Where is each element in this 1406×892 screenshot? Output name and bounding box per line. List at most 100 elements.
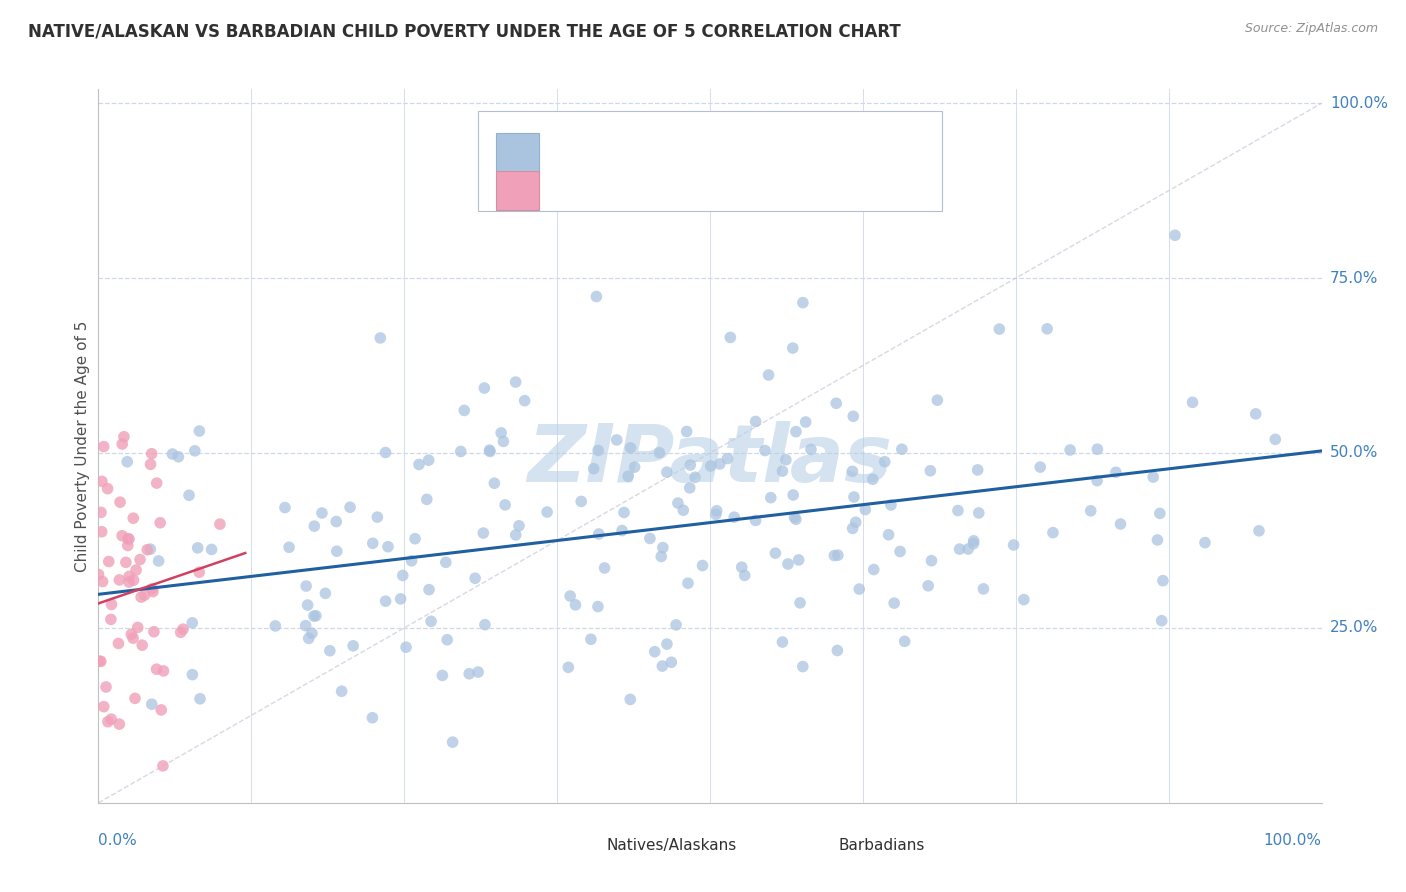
Point (704, 508, 727, 522)
Point (188, 691, 211, 706)
Point (1080, 504, 1102, 518)
Point (118, 532, 141, 546)
Point (966, 463, 988, 477)
Text: Natives/Alaskans: Natives/Alaskans (606, 838, 737, 853)
Point (505, 375, 527, 389)
Text: ZIPatlas: ZIPatlas (527, 421, 893, 500)
Point (377, 540, 399, 554)
Point (145, 662, 167, 676)
Point (564, 598, 586, 612)
Point (152, 664, 174, 678)
Point (862, 472, 884, 486)
Point (489, 425, 512, 440)
Point (948, 542, 970, 557)
Point (108, 573, 131, 587)
FancyBboxPatch shape (478, 111, 942, 211)
Point (314, 586, 336, 600)
Point (759, 491, 782, 505)
Point (453, 403, 475, 417)
Text: R = 0.224   N =  56: R = 0.224 N = 56 (557, 175, 756, 193)
Point (617, 469, 640, 483)
Point (1247, 524, 1270, 538)
Point (827, 643, 849, 657)
Point (87, 567, 110, 582)
Point (117, 539, 139, 553)
Point (441, 735, 464, 749)
Point (484, 476, 506, 491)
Point (184, 443, 207, 458)
Point (124, 691, 146, 706)
Point (655, 465, 678, 479)
Point (683, 470, 706, 484)
Point (108, 717, 131, 731)
Point (117, 532, 139, 546)
Point (792, 659, 814, 673)
Point (326, 544, 349, 558)
Point (648, 446, 671, 460)
Point (606, 433, 628, 447)
Point (988, 322, 1011, 336)
Point (676, 576, 699, 591)
Point (880, 498, 903, 512)
Point (893, 634, 915, 648)
Point (301, 626, 323, 640)
Point (115, 455, 138, 469)
Text: 25.0%: 25.0% (1330, 621, 1378, 635)
Point (141, 582, 163, 596)
Point (436, 632, 458, 647)
Point (467, 665, 489, 679)
Point (416, 492, 439, 507)
Point (188, 424, 211, 438)
Point (278, 541, 301, 555)
Point (91, 574, 114, 589)
Point (374, 594, 396, 608)
Point (921, 554, 943, 568)
FancyBboxPatch shape (796, 831, 830, 860)
Point (1194, 535, 1216, 549)
Point (586, 443, 609, 458)
Text: NATIVE/ALASKAN VS BARBADIAN CHILD POVERTY UNDER THE AGE OF 5 CORRELATION CHART: NATIVE/ALASKAN VS BARBADIAN CHILD POVERT… (28, 22, 901, 40)
Point (659, 655, 682, 669)
Text: Barbadians: Barbadians (838, 838, 925, 853)
Point (181, 667, 204, 681)
Point (472, 526, 495, 541)
Point (758, 368, 780, 382)
Point (134, 588, 156, 602)
Point (841, 464, 863, 478)
Point (319, 644, 342, 658)
Y-axis label: Child Poverty Under the Age of 5: Child Poverty Under the Age of 5 (75, 320, 90, 572)
Point (478, 443, 501, 458)
Point (1146, 533, 1168, 547)
Point (957, 541, 980, 556)
Point (127, 620, 149, 634)
Point (150, 703, 173, 717)
Point (513, 393, 536, 408)
Point (311, 506, 333, 520)
Point (889, 544, 911, 558)
Point (264, 619, 287, 633)
Point (731, 560, 754, 574)
Text: 100.0%: 100.0% (1264, 833, 1322, 848)
Point (692, 558, 714, 573)
Point (148, 554, 170, 568)
Point (623, 460, 645, 475)
Point (842, 409, 865, 424)
Point (120, 627, 142, 641)
Point (111, 529, 134, 543)
Point (962, 536, 984, 550)
Point (142, 584, 165, 599)
Point (508, 518, 530, 533)
Point (665, 618, 688, 632)
Point (845, 515, 868, 529)
Point (404, 532, 426, 546)
Point (142, 624, 165, 639)
Point (389, 591, 412, 606)
Point (149, 516, 172, 530)
Point (330, 684, 353, 698)
Point (141, 697, 163, 711)
Point (785, 512, 807, 526)
Point (1152, 574, 1174, 588)
Point (325, 515, 347, 529)
Point (716, 451, 738, 466)
Point (1109, 516, 1132, 531)
